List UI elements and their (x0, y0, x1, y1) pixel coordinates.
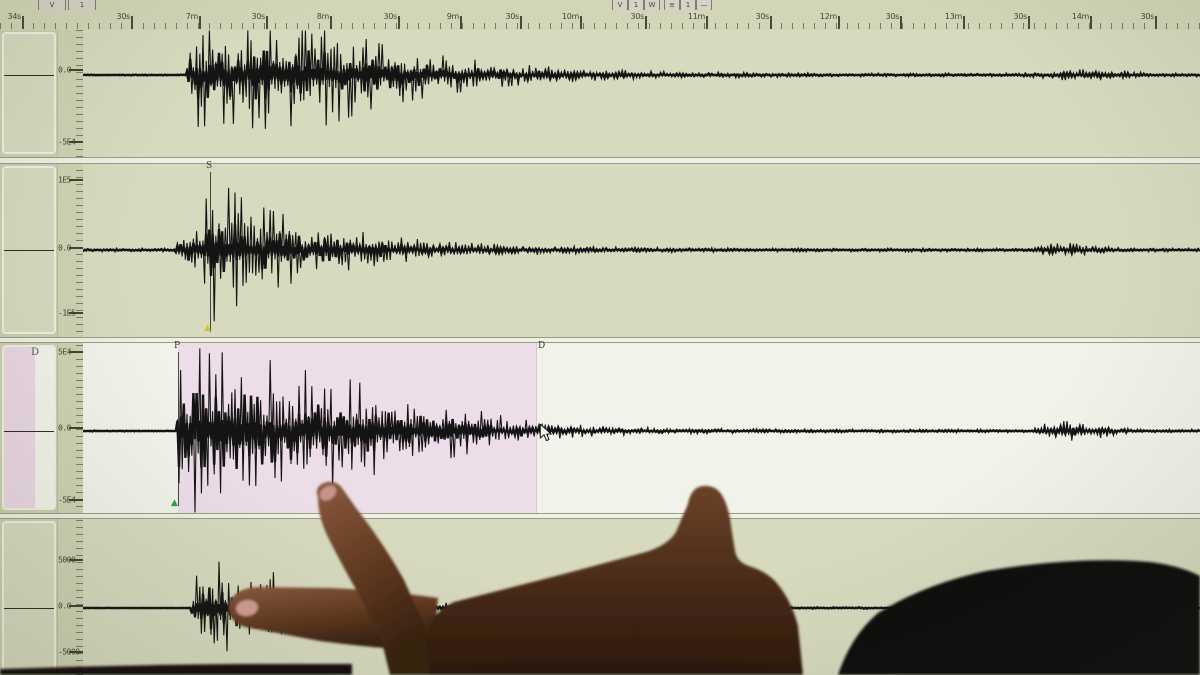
channel-1-waveform (83, 30, 1200, 129)
time-ruler-label: 30s (1140, 12, 1155, 21)
channel-2-waveform (83, 187, 1200, 322)
amplitude-major-tick (69, 141, 83, 143)
amplitude-label: -5E4 (58, 495, 76, 505)
time-ruler-label: 13m (944, 12, 962, 21)
overview-window-label: D (31, 347, 40, 358)
overview-trace-line (4, 431, 54, 432)
amplitude-major-tick (69, 351, 83, 353)
time-ruler-label: 30s (755, 12, 770, 21)
phase-label-S: S (206, 161, 213, 171)
phase-label-P: P (174, 341, 181, 351)
amplitude-major-tick (69, 312, 83, 314)
time-ruler-label: 30s (630, 12, 645, 21)
time-ruler-label: 11m (687, 12, 705, 21)
channel-3-waveform (83, 348, 1200, 513)
time-ruler: 34s 30s 7m 30s 8m 30s 9m 30s 10m 30s 11m 30s 12m 30s 1… (0, 10, 1200, 31)
amplitude-major-tick (69, 69, 83, 71)
channel-4-waveform (83, 561, 1200, 652)
time-ruler-label: 30s (251, 12, 266, 21)
time-ruler-major-tick (580, 16, 582, 29)
amplitude-label: -5E4 (58, 137, 76, 147)
toolbar: V 1 V 1 W ≡ 1— (0, 0, 1200, 11)
channel-3-overview[interactable]: D (2, 345, 56, 510)
amplitude-major-tick (69, 179, 83, 181)
phase-line-P (178, 352, 179, 506)
channel-1-row[interactable] (83, 30, 1200, 157)
time-ruler-minor-ticks (0, 23, 1200, 29)
time-ruler-label: 30s (116, 12, 131, 21)
time-ruler-major-tick (963, 16, 965, 29)
time-ruler-label: 9m (446, 12, 460, 21)
channel-4-row[interactable] (83, 519, 1200, 675)
time-ruler-label: 12m (819, 12, 837, 21)
amplitude-label: 0.0 (58, 601, 71, 611)
time-ruler-label: 34s (7, 12, 22, 21)
phase-pick-triangle: ▲ (204, 323, 211, 333)
amplitude-label: 0.0 (58, 65, 71, 75)
amplitude-major-tick (69, 605, 83, 607)
time-ruler-major-tick (22, 16, 24, 29)
time-ruler-label: 10m (561, 12, 579, 21)
amplitude-label: 5E4 (58, 347, 71, 357)
window-end-label-D: D (538, 341, 546, 351)
time-ruler-major-tick (520, 16, 522, 29)
time-ruler-major-tick (398, 16, 400, 29)
amplitude-label: 0.0 (58, 243, 71, 253)
amplitude-major-tick (69, 651, 83, 653)
time-ruler-major-tick (460, 16, 462, 29)
amplitude-label: 5000 (58, 555, 76, 565)
time-ruler-major-tick (1090, 16, 1092, 29)
overview-trace-line (4, 608, 54, 609)
time-ruler-label: 7m (185, 12, 199, 21)
time-ruler-major-tick (770, 16, 772, 29)
time-ruler-major-tick (199, 16, 201, 29)
amplitude-major-tick (69, 499, 83, 501)
channel-1-overview[interactable] (2, 32, 56, 154)
time-ruler-label: 30s (885, 12, 900, 21)
time-ruler-major-tick (330, 16, 332, 29)
channel-4-overview[interactable] (2, 521, 56, 672)
time-ruler-major-tick (1028, 16, 1030, 29)
amplitude-major-tick (69, 247, 83, 249)
overview-selected-region (4, 347, 35, 508)
time-ruler-label: 14m (1071, 12, 1089, 21)
time-ruler-label: 8m (316, 12, 330, 21)
amplitude-label: -1E5 (58, 308, 76, 318)
row-separator (0, 157, 1200, 164)
amplitude-major-tick (69, 427, 83, 429)
channel-3-row[interactable] (83, 343, 1200, 513)
time-ruler-label: 30s (1013, 12, 1028, 21)
phase-line-S (210, 172, 211, 332)
overview-trace-line (4, 75, 54, 76)
channel-2-row[interactable] (83, 164, 1200, 337)
time-ruler-major-tick (131, 16, 133, 29)
time-ruler-major-tick (645, 16, 647, 29)
time-ruler-major-tick (706, 16, 708, 29)
time-ruler-major-tick (1155, 16, 1157, 29)
row-separator (0, 337, 1200, 343)
phase-pick-triangle: ▲ (171, 498, 178, 508)
overview-trace-line (4, 250, 54, 251)
channel-overview-column: D (0, 30, 57, 675)
amplitude-major-tick (69, 559, 83, 561)
time-ruler-major-tick (266, 16, 268, 29)
channel-2-overview[interactable] (2, 166, 56, 334)
time-ruler-label: 30s (505, 12, 520, 21)
amplitude-label: 1E5 (58, 175, 71, 185)
mouse-cursor-icon (539, 424, 553, 442)
amplitude-label: -5000 (58, 647, 80, 657)
time-ruler-label: 30s (383, 12, 398, 21)
amplitude-label: 0.0 (58, 423, 71, 433)
amplitude-ruler: 0.0 -5E4 1E5 0.0 -1E5 5E4 0.0 -5E4 5000 0.0 -5000 (57, 30, 84, 675)
time-ruler-major-tick (900, 16, 902, 29)
time-ruler-major-tick (838, 16, 840, 29)
